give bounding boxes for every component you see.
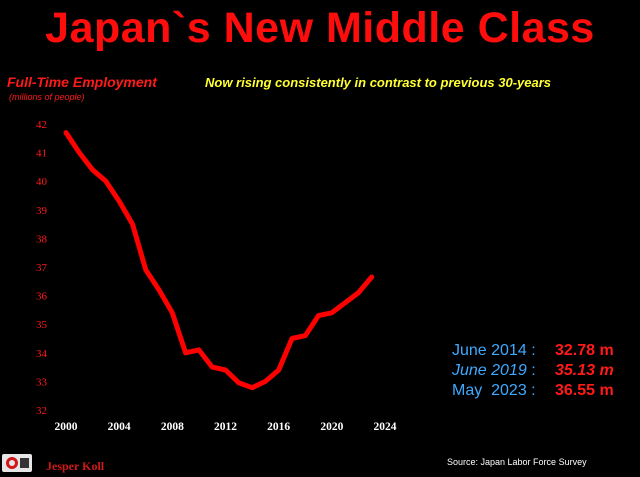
y-tick-label: 33 xyxy=(36,376,48,388)
y-axis-label: Full-Time Employment xyxy=(7,74,157,90)
y-tick-label: 40 xyxy=(36,176,48,188)
y-axis-sublabel: (millions of people) xyxy=(9,92,85,102)
x-tick-label: 2016 xyxy=(267,421,290,433)
x-tick-label: 2008 xyxy=(161,421,184,433)
annotation-value: 36.55 m xyxy=(555,382,614,399)
employment-series-line xyxy=(63,130,375,391)
y-tick-label: 39 xyxy=(36,205,48,217)
chart-subtitle: Now rising consistently in contrast to p… xyxy=(205,75,552,90)
x-tick-label: 2000 xyxy=(55,421,78,433)
source-note: Source: Japan Labor Force Survey xyxy=(447,457,587,467)
x-tick-label: 2004 xyxy=(108,421,131,433)
annotation-label: June 2014 xyxy=(452,342,527,359)
x-tick-label: 2024 xyxy=(374,421,397,433)
y-tick-label: 41 xyxy=(36,148,47,160)
y-tick-label: 32 xyxy=(36,405,47,417)
chart-title: Japan`s New Middle Class xyxy=(45,4,595,52)
y-tick-label: 37 xyxy=(36,262,48,274)
annotation-june-2014: June 2014 : 32.78 m xyxy=(452,342,614,359)
annotation-may-2023: May 2023 : 36.55 m xyxy=(452,382,614,399)
annotation-june-2019: June 2019 : 35.13 m xyxy=(452,362,614,379)
y-tick-label: 38 xyxy=(36,233,48,245)
y-tick-label: 36 xyxy=(36,291,48,303)
x-tick-label: 2020 xyxy=(320,421,343,433)
annotation-label: June 2019 xyxy=(452,362,527,379)
x-tick-label: 2012 xyxy=(214,421,237,433)
annotation-value: 35.13 m xyxy=(555,362,614,379)
annotation-value: 32.78 m xyxy=(555,342,614,359)
y-tick-label: 42 xyxy=(36,119,47,131)
y-tick-label: 34 xyxy=(36,348,48,360)
logo-text: Jesper Koll xyxy=(46,459,105,473)
y-tick-label: 35 xyxy=(36,319,48,331)
annotation-label: May 2023 xyxy=(452,382,527,399)
logo-icon xyxy=(2,454,32,472)
